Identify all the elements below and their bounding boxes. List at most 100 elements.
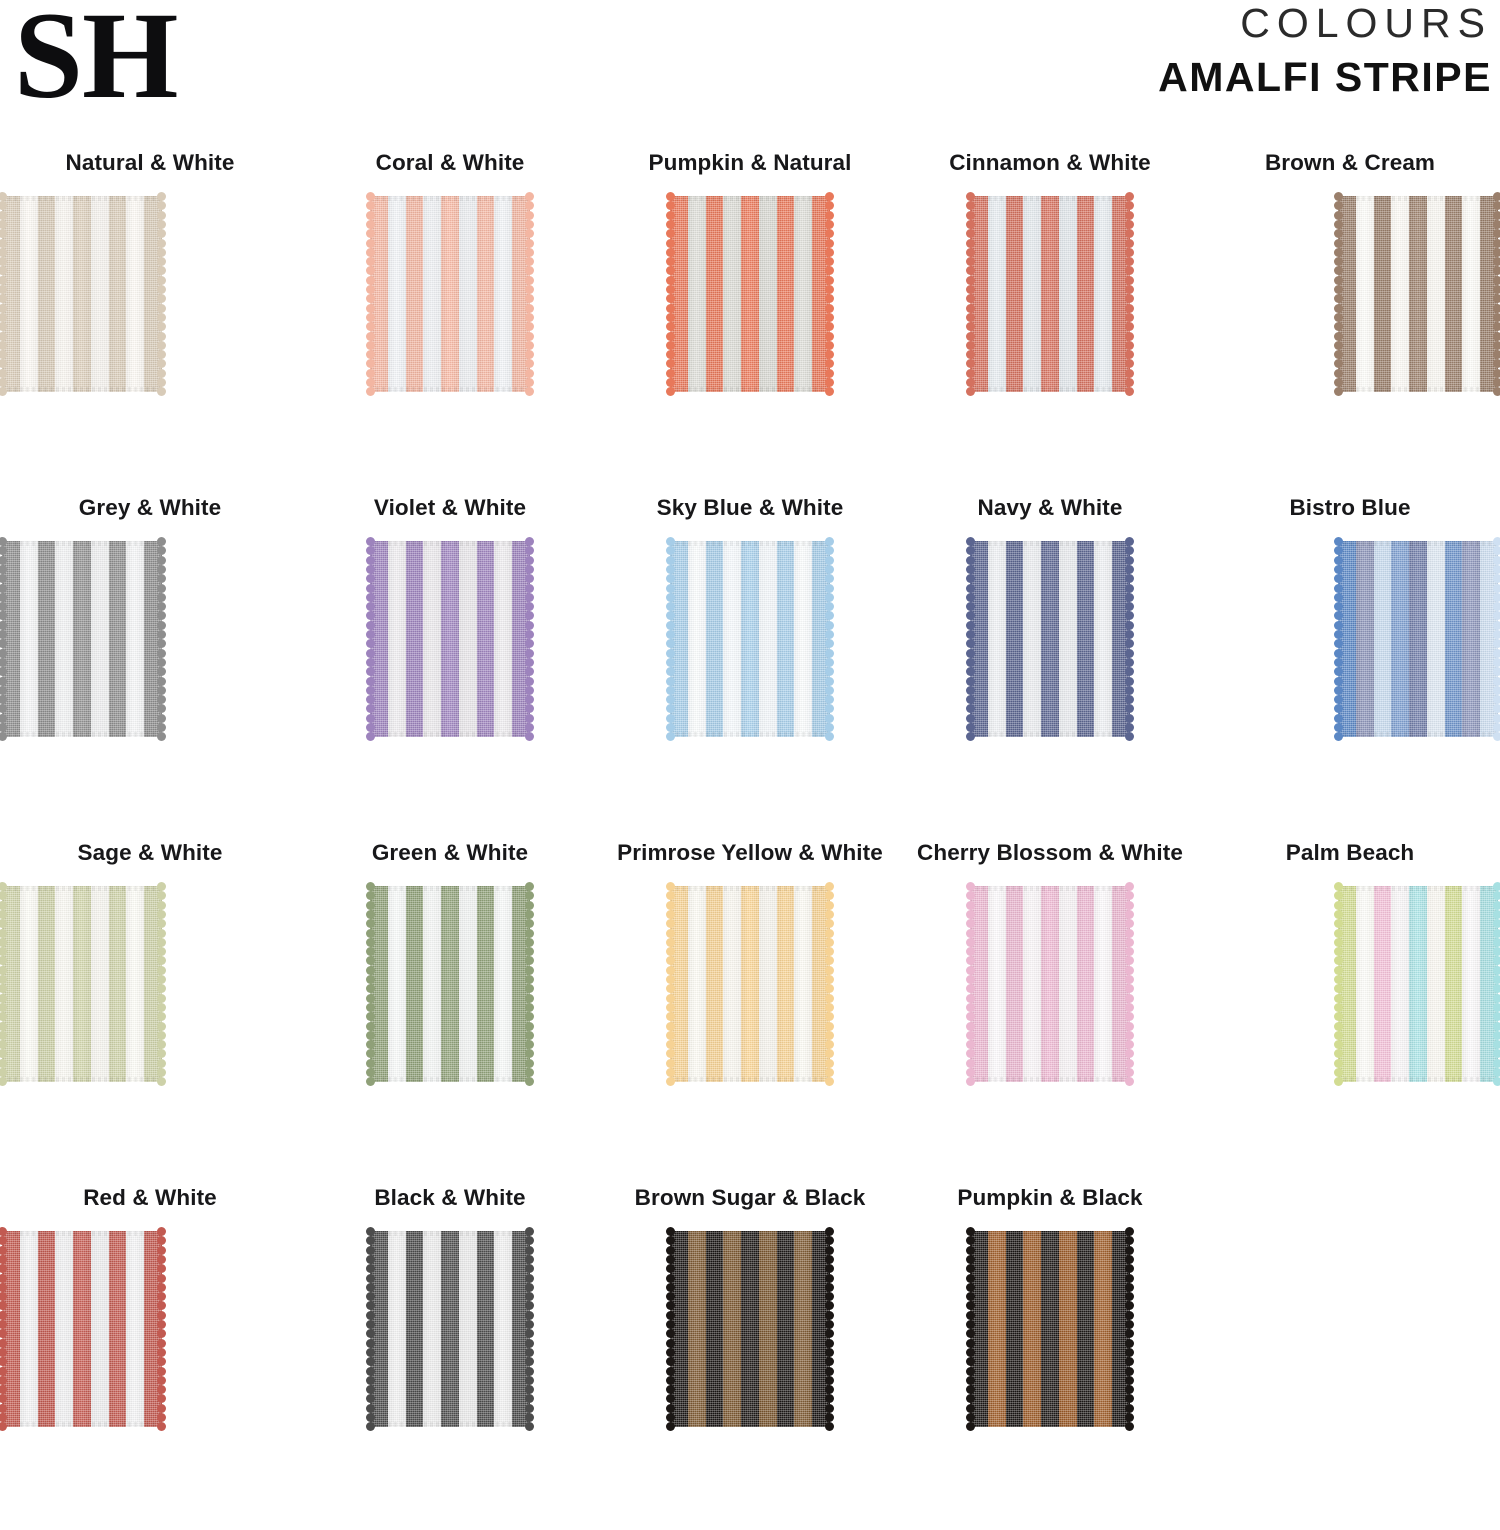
fabric-swatch[interactable] <box>666 882 834 1087</box>
swatch-label: Palm Beach <box>1285 840 1415 865</box>
stripe <box>758 1231 777 1427</box>
fabric-swatch[interactable] <box>366 882 534 1087</box>
swatch-card[interactable]: Primrose Yellow & White <box>600 840 900 1185</box>
stripe <box>1338 196 1356 392</box>
fabric-swatch[interactable] <box>966 537 1134 742</box>
stripe <box>19 196 38 392</box>
swatch-card[interactable]: Bistro Blue <box>1200 495 1500 840</box>
swatch-label: Sky Blue & White <box>656 495 844 520</box>
stripe <box>37 196 56 392</box>
swatch-card[interactable]: Natural & White <box>0 150 300 495</box>
stripe <box>758 886 777 1082</box>
stripe <box>970 541 988 737</box>
stripe <box>1005 1231 1024 1427</box>
swatch-card[interactable]: Sky Blue & White <box>600 495 900 840</box>
swatch-card[interactable]: Coral & White <box>300 150 600 495</box>
fabric-swatch[interactable] <box>666 537 834 742</box>
swatch-stripes <box>670 886 830 1082</box>
stripe <box>776 886 795 1082</box>
stripe <box>1338 541 1356 737</box>
stripe <box>1444 886 1463 1082</box>
fabric-swatch[interactable] <box>0 1227 166 1432</box>
stripe <box>1409 886 1427 1082</box>
fabric-swatch[interactable] <box>966 882 1134 1087</box>
swatch-stripes <box>1338 196 1498 392</box>
fabric-swatch[interactable] <box>1334 537 1500 742</box>
fabric-swatch[interactable] <box>0 192 166 397</box>
stripe <box>794 886 813 1082</box>
stripe <box>387 1231 406 1427</box>
stripe <box>1373 886 1392 1082</box>
stripe <box>1058 541 1077 737</box>
stripe <box>987 1231 1006 1427</box>
swatch-card[interactable]: Pumpkin & Natural <box>600 150 900 495</box>
swatch-card[interactable]: Cinnamon & White <box>900 150 1200 495</box>
swatch-label: Violet & White <box>373 495 527 520</box>
swatch-label: Bistro Blue <box>1289 495 1411 520</box>
fabric-swatch[interactable] <box>966 192 1134 397</box>
stripe <box>370 541 388 737</box>
stripe <box>1355 541 1374 737</box>
swatch-label: Cinnamon & White <box>949 150 1151 175</box>
stripe <box>126 541 145 737</box>
fabric-swatch[interactable] <box>366 537 534 742</box>
stripe <box>55 1231 74 1427</box>
fabric-swatch[interactable] <box>666 192 834 397</box>
page-title: AMALFI STRIPE <box>1158 54 1492 101</box>
fabric-swatch[interactable] <box>366 192 534 397</box>
stripe <box>687 886 706 1082</box>
swatch-label: Navy & White <box>977 495 1123 520</box>
fabric-swatch[interactable] <box>666 1227 834 1432</box>
swatch-card[interactable]: Black & White <box>300 1185 600 1530</box>
swatch-card[interactable]: Brown Sugar & Black <box>600 1185 900 1530</box>
fabric-swatch[interactable] <box>966 1227 1134 1432</box>
swatch-card[interactable]: Brown & Cream <box>1200 150 1500 495</box>
swatch-card[interactable]: Palm Beach <box>1200 840 1500 1185</box>
stripe <box>1058 886 1077 1082</box>
stripe <box>1426 886 1445 1082</box>
stripe <box>1094 886 1113 1082</box>
swatch-card[interactable]: Cherry Blossom & White <box>900 840 1200 1185</box>
swatch-card[interactable]: Navy & White <box>900 495 1200 840</box>
swatch-label: Black & White <box>374 1185 526 1210</box>
stripe <box>687 1231 706 1427</box>
stripe <box>405 886 424 1082</box>
stripe <box>108 886 127 1082</box>
swatch-stripes <box>2 541 162 737</box>
stripe <box>370 1231 388 1427</box>
swatch-stripes <box>970 541 1130 737</box>
stripe <box>55 196 74 392</box>
stripe <box>1112 541 1130 737</box>
stripe <box>705 541 724 737</box>
stripe <box>812 886 830 1082</box>
stripe <box>1076 541 1095 737</box>
stripe <box>387 196 406 392</box>
stripe <box>476 1231 495 1427</box>
stripe <box>458 1231 477 1427</box>
fabric-swatch[interactable] <box>0 537 166 742</box>
stripe <box>370 886 388 1082</box>
stripe <box>1391 196 1410 392</box>
swatch-card[interactable]: Red & White <box>0 1185 300 1530</box>
stripe <box>55 886 74 1082</box>
brand-logo: SH <box>14 0 178 124</box>
stripe <box>1058 1231 1077 1427</box>
fabric-swatch[interactable] <box>366 1227 534 1432</box>
swatch-card[interactable]: Pumpkin & Black <box>900 1185 1200 1530</box>
stripe <box>1409 541 1427 737</box>
stripe <box>776 541 795 737</box>
stripe <box>987 886 1006 1082</box>
swatch-label: Sage & White <box>77 840 223 865</box>
swatch-label: Grey & White <box>78 495 222 520</box>
stripe <box>1355 196 1374 392</box>
stripe <box>476 196 495 392</box>
swatch-card[interactable]: Sage & White <box>0 840 300 1185</box>
fabric-swatch[interactable] <box>1334 192 1500 397</box>
fabric-swatch[interactable] <box>0 882 166 1087</box>
swatch-card[interactable]: Green & White <box>300 840 600 1185</box>
swatch-card[interactable]: Grey & White <box>0 495 300 840</box>
fabric-swatch[interactable] <box>1334 882 1500 1087</box>
swatch-label: Brown Sugar & Black <box>634 1185 866 1210</box>
stripe <box>73 541 91 737</box>
swatch-card[interactable]: Violet & White <box>300 495 600 840</box>
